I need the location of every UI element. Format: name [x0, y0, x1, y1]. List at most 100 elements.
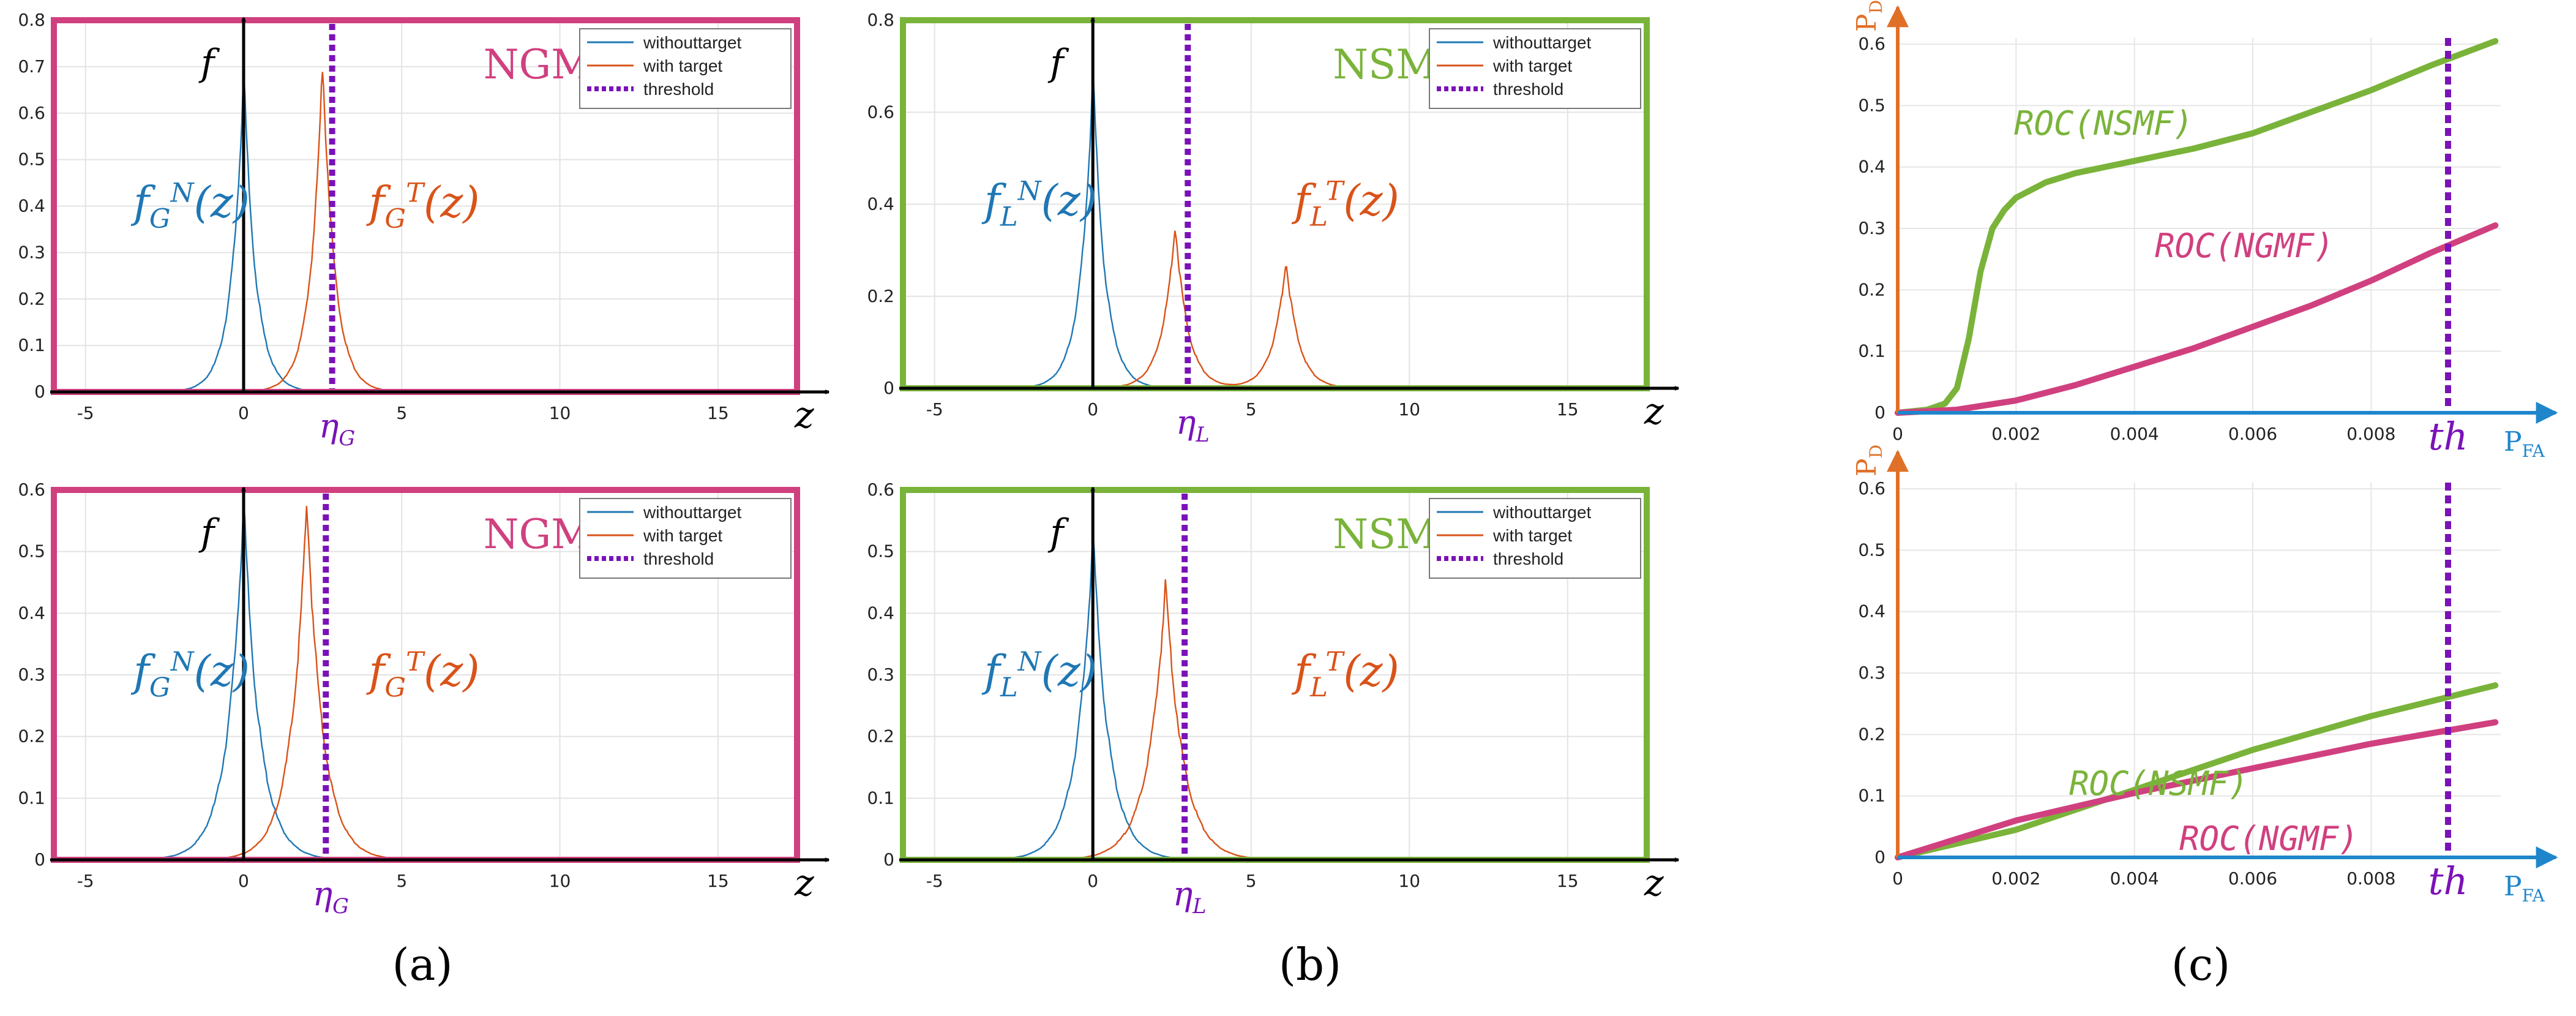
x-tick-label: 0.004 — [2110, 424, 2159, 444]
roc-label-ngmf: ROC(NGMF) — [2155, 227, 2334, 265]
density-panel-a-top: -5 0 5 10 1500.10.20.30.40.50.60.70.8fzηGNGM… — [18, 10, 829, 450]
legend-item: withouttarget — [643, 33, 742, 52]
x-tick-label: 0 — [1087, 871, 1098, 891]
y-tick-label: 0.5 — [1858, 540, 1885, 560]
y-tick-label: 0.2 — [1858, 724, 1885, 744]
legend-item: threshold — [643, 80, 714, 99]
caption-b: (b) — [1279, 939, 1341, 990]
density-panel-a-bottom: -5 0 5 10 1500.10.20.30.40.50.6fzηGNGMFfGN(z… — [18, 480, 829, 918]
y-tick-label: 0.5 — [18, 541, 45, 562]
density-panel-b-bottom: -5 0 5 10 1500.10.20.30.40.50.6fzηLNSMFfLN(z… — [867, 480, 1679, 918]
x-tick-label: 0 — [1892, 424, 1903, 444]
y-tick-label: 0.2 — [867, 726, 894, 747]
y-tick-label: 0 — [883, 378, 894, 398]
y-tick-label: 0.1 — [1858, 341, 1885, 361]
x-axis-label: z — [1644, 862, 1664, 905]
x-tick-label: 0.008 — [2346, 868, 2395, 889]
x-tick-label: 0 — [238, 403, 249, 423]
y-tick-label: 0.8 — [18, 10, 45, 30]
y-tick-label: 0 — [1874, 847, 1885, 867]
x-tick-label: -5 — [926, 399, 943, 420]
y-tick-label: 0.5 — [18, 149, 45, 170]
x-axis-label: PFA — [2504, 426, 2545, 461]
y-tick-label: 0.3 — [18, 242, 45, 262]
y-tick-label: 0.4 — [18, 603, 45, 623]
x-tick-label: 0.004 — [2110, 868, 2159, 889]
x-tick-label: 0 — [1892, 868, 1903, 889]
y-axis-label: f — [1047, 511, 1069, 554]
x-tick-label: 0 — [238, 871, 249, 891]
y-tick-label: 0.2 — [867, 286, 894, 306]
y-axis-label: f — [198, 511, 220, 554]
x-axis-label: z — [1644, 390, 1664, 433]
x-tick-label: 15 — [707, 871, 729, 891]
legend-item: with target — [643, 56, 722, 75]
y-axis-label: f — [1047, 42, 1069, 85]
x-tick-label: 0 — [1087, 399, 1098, 420]
roc-label-nsmf: ROC(NSMF) — [2014, 104, 2193, 143]
threshold-label: ηL — [1173, 875, 1207, 918]
x-tick-label: 0.002 — [1991, 424, 2040, 444]
y-tick-label: 0.2 — [18, 726, 45, 747]
y-tick-label: 0.6 — [867, 480, 894, 500]
y-tick-label: 0.4 — [1858, 157, 1885, 177]
threshold-label: ηG — [319, 407, 355, 450]
y-tick-label: 0.4 — [867, 603, 894, 623]
y-tick-label: 0.1 — [867, 788, 894, 808]
curve-label-with-target: fLT(z) — [1291, 646, 1399, 703]
roc-line-roc-ngmf- — [1895, 222, 2499, 416]
x-tick-label: 15 — [1557, 399, 1579, 420]
y-tick-label: 0.5 — [867, 541, 894, 562]
y-tick-label: 0.1 — [1858, 786, 1885, 806]
x-tick-label: 0.006 — [2228, 868, 2277, 889]
curve-label-with-target: fGT(z) — [365, 646, 479, 703]
x-tick-label: 10 — [549, 403, 571, 423]
legend-item: with target — [643, 526, 722, 545]
y-tick-label: 0.5 — [1858, 95, 1885, 115]
legend-item: withouttarget — [1492, 33, 1592, 52]
y-tick-label: 0.2 — [18, 288, 45, 309]
y-tick-label: 0 — [34, 382, 45, 402]
series-line-with-target — [903, 230, 1647, 389]
curve-label-no-target: fLN(z) — [981, 646, 1097, 703]
y-axis-label: f — [198, 42, 220, 85]
caption-c: (c) — [2171, 939, 2231, 990]
x-tick-label: -5 — [77, 871, 94, 891]
curve-label-with-target: fLT(z) — [1291, 176, 1399, 233]
roc-label-ngmf: ROC(NGMF) — [2179, 819, 2359, 858]
x-tick-label: -5 — [77, 403, 94, 423]
x-tick-label: -5 — [926, 871, 943, 891]
y-tick-label: 0.4 — [18, 196, 45, 216]
roc-label-nsmf: ROC(NSMF) — [2069, 764, 2248, 803]
y-axis-label: PD — [1851, 445, 1886, 476]
x-tick-label: 5 — [1246, 871, 1257, 891]
x-tick-label: 0.008 — [2346, 424, 2395, 444]
x-axis-label: z — [794, 862, 814, 905]
legend-item: threshold — [1493, 549, 1563, 568]
x-tick-label: 10 — [1398, 871, 1420, 891]
roc-line-roc-nsmf- — [1895, 682, 2499, 860]
x-tick-label: 10 — [1398, 399, 1420, 420]
y-tick-label: 0.7 — [18, 56, 45, 77]
threshold-label: ηG — [313, 875, 349, 918]
y-tick-label: 0.1 — [18, 335, 45, 355]
curve-label-no-target: fLN(z) — [981, 176, 1097, 233]
x-tick-label: 5 — [396, 403, 407, 423]
y-tick-label: 0.3 — [18, 664, 45, 685]
y-tick-label: 0 — [883, 849, 894, 870]
y-tick-label: 0.6 — [867, 102, 894, 122]
roc-panel-c-top: 0 0.002 0.004 0.006 0.008 0 0.1 0.2 0.3 0.4 0.5 0.6… — [1851, 0, 2558, 461]
caption-a: (a) — [392, 939, 452, 990]
y-tick-label: 0.8 — [867, 10, 894, 30]
legend-item: withouttarget — [643, 503, 742, 522]
y-tick-label: 0.4 — [867, 194, 894, 214]
x-axis-label: PFA — [2504, 871, 2545, 906]
y-tick-label: 0.3 — [1858, 218, 1885, 238]
threshold-label: ηL — [1176, 403, 1210, 446]
legend-item: withouttarget — [1492, 503, 1592, 522]
x-tick-label: 5 — [1246, 399, 1257, 420]
y-axis-label: PD — [1851, 0, 1886, 32]
y-tick-label: 0 — [1874, 402, 1885, 423]
